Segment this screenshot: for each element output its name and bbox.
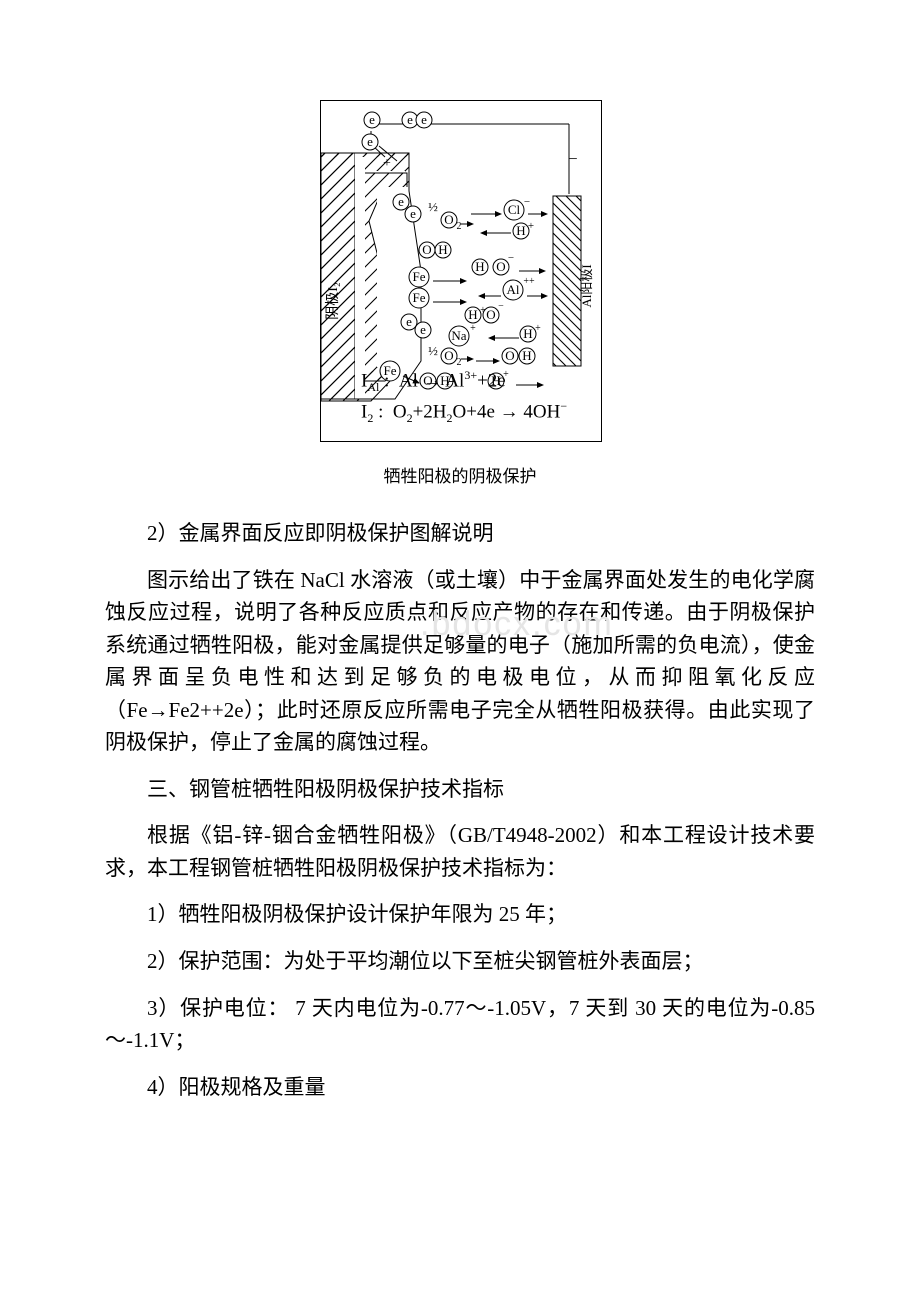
svg-text:−: − (524, 196, 530, 208)
svg-text:H: H (516, 223, 525, 238)
equation-1: IAl : Al → Al3++2e (361, 366, 581, 397)
section-heading-2: 2）金属界面反应即阴极保护图解说明 (105, 517, 815, 550)
svg-text:H: H (468, 307, 477, 322)
electrochemistry-diagram: 阴极I₂ Al阳极I (320, 100, 602, 442)
svg-text:O: O (496, 259, 505, 274)
svg-text:−: − (568, 151, 577, 168)
list-item-4: 4）阳极规格及重量 (105, 1071, 815, 1104)
svg-text:Fe: Fe (413, 290, 426, 305)
paragraph-standard: 根据《铝-锌-铟合金牺牲阳极》（GB/T4948-2002）和本工程设计技术要求… (105, 819, 815, 884)
svg-text:H: H (523, 326, 532, 341)
svg-text:H: H (438, 242, 447, 257)
equations: IAl : Al → Al3++2e I2 : O2+2H2O+4e → 4OH… (361, 366, 581, 441)
svg-text:−: − (508, 252, 514, 264)
svg-text:H: H (522, 348, 531, 363)
diagram-container: 阴极I₂ Al阳极I (320, 100, 600, 442)
svg-text:+: + (383, 156, 391, 171)
svg-text:e: e (398, 194, 404, 209)
svg-text:e: e (421, 112, 427, 127)
svg-text:+: + (535, 323, 541, 334)
svg-text:½: ½ (428, 199, 438, 214)
svg-text:O: O (444, 348, 453, 363)
diagram-caption: 牺牲阳极的阴极保护 (105, 462, 815, 487)
list-item-1: 1）牺牲阳极阴极保护设计保护年限为 25 年； (105, 898, 815, 931)
svg-text:O: O (505, 348, 514, 363)
list-item-2: 2）保护范围：为处于平均潮位以下至桩尖钢管桩外表面层； (105, 945, 815, 978)
svg-text:+: + (470, 323, 476, 334)
svg-text:Al: Al (507, 282, 520, 297)
svg-text:O: O (486, 307, 495, 322)
section-heading-3: 三、钢管桩牺牲阳极阴极保护技术指标 (105, 773, 815, 806)
svg-text:Fe: Fe (413, 269, 426, 284)
equation-2: I2 : O2+2H2O+4e → 4OH− (361, 397, 581, 428)
list-item-3: 3）保护电位： 7 天内电位为-0.77～-1.05V，7 天到 30 天的电位… (105, 992, 815, 1057)
anode-label: Al阳极I (579, 264, 594, 307)
svg-text:O: O (444, 212, 453, 227)
svg-text:++: ++ (523, 276, 535, 287)
svg-text:e: e (367, 134, 373, 149)
svg-text:+: + (528, 220, 534, 232)
svg-text:O: O (422, 242, 431, 257)
svg-text:e: e (410, 206, 416, 221)
cathode-label: 阴极I₂ (325, 282, 341, 320)
document-page: .bdocx.com (0, 0, 920, 1177)
svg-text:Cl: Cl (508, 202, 521, 217)
svg-text:2: 2 (457, 221, 462, 232)
svg-text:e: e (407, 112, 413, 127)
svg-text:Na: Na (451, 328, 466, 343)
svg-text:½: ½ (428, 343, 438, 358)
svg-text:e: e (420, 322, 426, 337)
svg-text:H: H (475, 259, 484, 274)
svg-text:e: e (369, 112, 375, 127)
svg-text:e: e (406, 314, 412, 329)
svg-text:−: − (498, 301, 504, 312)
paragraph-explanation: 图示给出了铁在 NaCl 水溶液（或土壤）中于金属界面处发生的电化学腐蚀反应过程… (105, 564, 815, 759)
